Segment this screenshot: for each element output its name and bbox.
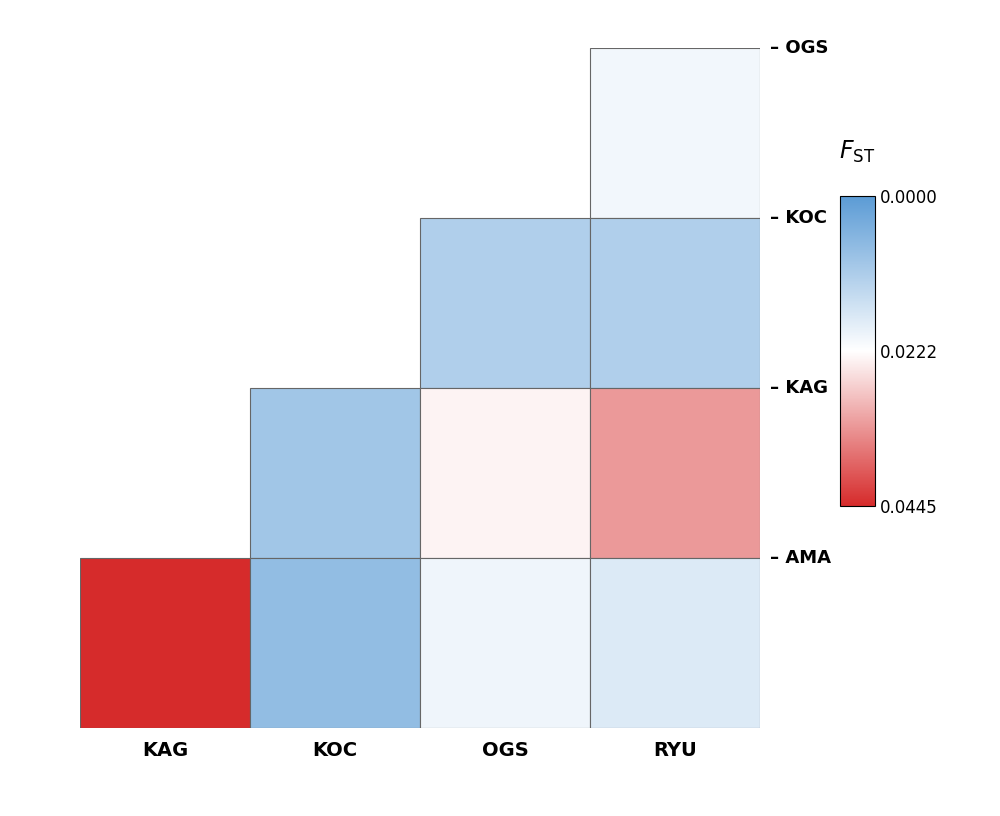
Text: – KOC: – KOC (770, 209, 827, 227)
Bar (250, 388, 420, 557)
Bar (590, 47, 760, 218)
Text: – KAG: – KAG (770, 379, 828, 397)
Bar (590, 218, 760, 388)
Bar (250, 557, 420, 728)
Bar (420, 218, 590, 388)
Bar (590, 388, 760, 557)
Text: – AMA: – AMA (770, 548, 831, 566)
Bar (420, 557, 590, 728)
Text: $F_{\mathrm{ST}}$: $F_{\mathrm{ST}}$ (839, 139, 876, 165)
Bar (80, 557, 250, 728)
Bar (420, 388, 590, 557)
Bar (590, 557, 760, 728)
Text: – OGS: – OGS (770, 38, 829, 56)
